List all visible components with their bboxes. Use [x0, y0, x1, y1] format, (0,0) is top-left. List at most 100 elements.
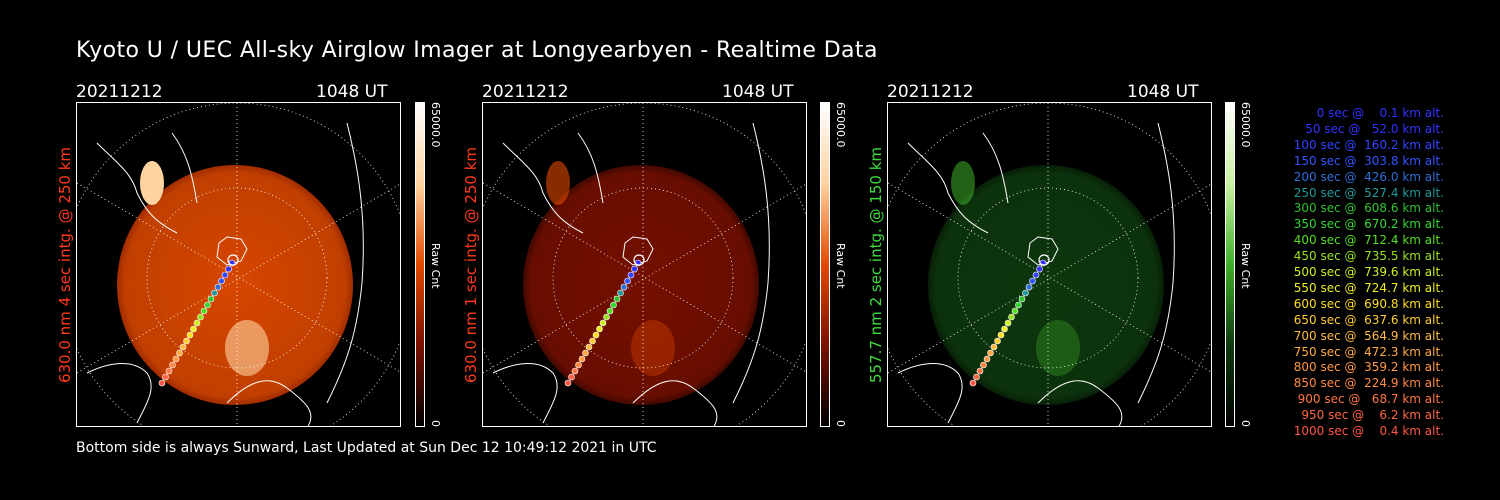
colorbar	[820, 102, 830, 427]
trajectory-point	[1001, 325, 1008, 333]
coastline	[492, 122, 770, 426]
panel-wavelength-label: 557.7 nm 2 sec intg. @ 150 km	[867, 146, 885, 384]
rocket-trajectory	[969, 254, 1050, 387]
trajectory-point	[1032, 271, 1040, 279]
trajectory-point	[578, 355, 586, 363]
trajectory-point	[592, 331, 600, 339]
aurora-patch	[140, 161, 164, 205]
legend-entry: 600 sec @ 690.8 km alt.	[1293, 296, 1444, 311]
colorbar-max-label: 65000.0	[429, 102, 442, 148]
station-marker	[1038, 254, 1050, 266]
latlon-grid	[888, 103, 1211, 426]
panel-date: 20211212	[887, 82, 974, 102]
trajectory-point	[1025, 283, 1033, 291]
colorbar-unit-label: Raw Cnt	[1239, 243, 1252, 289]
trajectory-point	[596, 325, 603, 333]
legend-entry: 400 sec @ 712.4 km alt.	[1293, 233, 1444, 248]
svalbard-outline	[622, 236, 654, 266]
sky-disc	[523, 165, 759, 405]
trajectory-point	[183, 337, 190, 345]
station-marker	[227, 254, 239, 266]
legend-entry: 350 sec @ 670.2 km alt.	[1293, 217, 1444, 232]
trajectory-point	[987, 349, 994, 357]
legend-entry: 850 sec @ 224.9 km alt.	[1293, 376, 1444, 391]
trajectory-point	[1022, 289, 1029, 297]
svalbard-outline	[216, 236, 248, 266]
aurora-patch	[951, 161, 975, 205]
trajectory-point	[617, 289, 624, 297]
legend-entry: 900 sec @ 68.7 km alt.	[1297, 392, 1444, 407]
trajectory-point	[176, 349, 183, 357]
aurora-patch	[631, 320, 675, 376]
legend-entry: 800 sec @ 359.2 km alt.	[1293, 360, 1444, 375]
colorbar-min-label: 0	[429, 420, 442, 427]
trajectory-point	[976, 367, 984, 375]
panel-wavelength-label: 630.0 nm 1 sec intg. @ 250 km	[462, 146, 480, 384]
trajectory-point	[990, 343, 998, 351]
colorbar	[1225, 102, 1235, 427]
legend-entry: 500 sec @ 739.6 km alt.	[1293, 265, 1444, 279]
trajectory-point	[610, 301, 617, 309]
trajectory-point	[1036, 265, 1043, 273]
trajectory-point	[193, 319, 201, 327]
colorbar-min-label: 0	[834, 420, 847, 427]
trajectory-point	[980, 361, 987, 369]
aurora-patch	[546, 161, 570, 205]
trajectory-point	[624, 277, 631, 285]
panel-date: 20211212	[76, 82, 163, 102]
trajectory-point	[186, 331, 194, 339]
colorbar-unit-label: Raw Cnt	[429, 243, 442, 289]
trajectory-point	[211, 289, 218, 297]
trajectory-point	[165, 367, 173, 375]
rocket-trajectory	[158, 254, 239, 387]
legend-entry: 250 sec @ 527.4 km alt.	[1293, 185, 1444, 200]
trajectory-point	[994, 337, 1001, 345]
colorbar	[415, 102, 425, 427]
trajectory-point	[179, 343, 187, 351]
legend-entry: 450 sec @ 735.5 km alt.	[1293, 249, 1444, 264]
trajectory-point	[613, 295, 621, 303]
trajectory-point	[1018, 295, 1026, 303]
trajectory-point	[997, 331, 1005, 339]
legend-entry: 950 sec @ 6.2 km alt.	[1301, 408, 1444, 423]
trajectory-point	[571, 367, 579, 375]
legend-entry: 700 sec @ 564.9 km alt.	[1293, 328, 1444, 343]
trajectory-point	[204, 301, 211, 309]
colorbar-max-label: 65000.0	[1239, 102, 1252, 148]
colorbar-unit-label: Raw Cnt	[834, 243, 847, 289]
trajectory-point	[599, 319, 607, 327]
trajectory-point	[1008, 313, 1015, 321]
trajectory-point	[983, 355, 991, 363]
allsky-image	[887, 102, 1212, 427]
legend-entry: 650 sec @ 637.6 km alt.	[1293, 312, 1444, 327]
panel-time: 1048 UT	[722, 82, 794, 102]
trajectory-point	[1011, 307, 1019, 315]
sky-disc	[928, 165, 1164, 405]
legend-entry: 0 sec @ 0.1 km alt.	[1316, 106, 1444, 120]
trajectory-point	[585, 343, 593, 351]
legend-entry: 200 sec @ 426.0 km alt.	[1293, 169, 1444, 184]
allsky-image	[76, 102, 401, 427]
trajectory-point	[169, 361, 176, 369]
legend-entry: 50 sec @ 52.0 km alt.	[1305, 121, 1444, 136]
legend-entry: 550 sec @ 724.7 km alt.	[1293, 280, 1444, 295]
trajectory-point	[1015, 301, 1022, 309]
trajectory-point	[1029, 277, 1036, 285]
legend-entry: 100 sec @ 160.2 km alt.	[1293, 137, 1444, 152]
trajectory-point	[158, 379, 166, 387]
trajectory-point	[218, 277, 225, 285]
footer-note: Bottom side is always Sunward, Last Upda…	[76, 440, 657, 456]
latlon-grid	[483, 103, 806, 426]
trajectory-point	[627, 271, 635, 279]
trajectory-point	[582, 349, 589, 357]
trajectory-point	[1004, 319, 1012, 327]
allsky-image	[482, 102, 807, 427]
trajectory-point	[606, 307, 614, 315]
legend-entry: 1000 sec @ 0.4 km alt.	[1293, 424, 1444, 438]
trajectory-point	[564, 379, 572, 387]
trajectory-point	[568, 373, 575, 381]
trajectory-point	[225, 265, 232, 273]
coastline	[897, 122, 1175, 426]
latlon-grid	[77, 103, 400, 426]
rocket-trajectory	[564, 254, 645, 387]
